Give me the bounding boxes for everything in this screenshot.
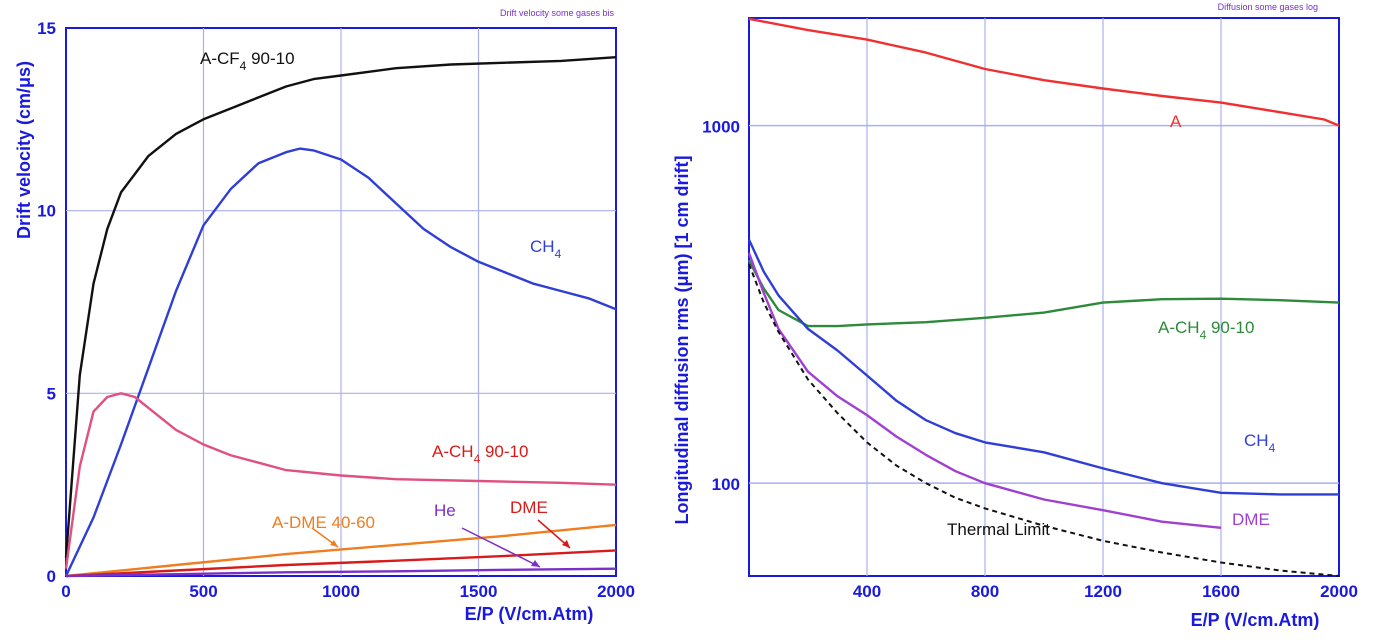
left-series-line-1 — [64, 147, 617, 577]
left-series-line-0 — [64, 56, 617, 558]
right-series-label-main-3: DME — [1232, 510, 1270, 529]
left-x-tick-3: 1500 — [460, 582, 498, 601]
left-series-line-3 — [65, 523, 617, 578]
left-series-label-main-0: A-CF — [200, 49, 240, 68]
left-series-label-tail-0: 90-10 — [246, 49, 294, 68]
left-series-line-5 — [65, 567, 617, 578]
left-y-tick-3: 15 — [37, 19, 56, 38]
left-series-line-2 — [64, 392, 617, 569]
left-x-axis-label: E/P (V/cm.Atm) — [465, 604, 594, 624]
left-y-tick-2: 10 — [37, 202, 56, 221]
right-series-label-main-4: Thermal Limit — [947, 520, 1050, 539]
left-chart-title: Drift velocity some gases bis — [500, 8, 615, 18]
right-x-tick-2: 1200 — [1084, 582, 1122, 601]
right-y-tick-0: 100 — [712, 475, 740, 494]
left-x-tick-0: 0 — [61, 582, 70, 601]
right-series-label-2: CH4 — [1244, 431, 1276, 455]
left-y-axis-label: Drift velocity (cm/μs) — [14, 61, 34, 239]
right-series-label-main-0: A — [1170, 112, 1182, 131]
left-series-label-4: DME — [510, 498, 548, 517]
right-y-tick-1: 1000 — [702, 118, 740, 137]
right-x-tick-4: 2000 — [1320, 582, 1358, 601]
right-series-line-1 — [747, 259, 1340, 328]
right-series-label-sub-1: 4 — [1200, 328, 1207, 342]
left-series-label-main-5: He — [434, 501, 456, 520]
right-x-tick-3: 1600 — [1202, 582, 1240, 601]
arrow-he-head — [531, 560, 540, 567]
right-tick-labels: 400 800 1200 1600 2000 100 1000 — [702, 118, 1358, 601]
right-series-label-main-2: CH — [1244, 431, 1269, 450]
left-series-label-main-1: CH — [530, 237, 555, 256]
left-series-label-3: A-DME 40-60 — [272, 513, 375, 532]
arrow-he — [461, 527, 541, 568]
diffusion-chart: 400 800 1200 1600 2000 100 1000 Diffusion some… — [672, 2, 1358, 630]
left-series-label-sub-2: 4 — [474, 452, 481, 466]
right-series-line-4 — [748, 263, 1340, 577]
left-series-label-main-3: A-DME 40-60 — [272, 513, 375, 532]
right-series-label-main-1: A-CH — [1158, 318, 1200, 337]
left-series-label-tail-2: 90-10 — [480, 442, 528, 461]
left-x-tick-4: 2000 — [597, 582, 635, 601]
left-series-line-4 — [65, 549, 617, 578]
left-y-tick-1: 5 — [47, 384, 56, 403]
arrow-dme-head — [562, 540, 570, 548]
left-series-label-main-2: A-CH — [432, 442, 474, 461]
left-series-label-sub-1: 4 — [555, 247, 562, 261]
left-x-tick-1: 500 — [189, 582, 217, 601]
right-chart-title: Diffusion some gases log — [1218, 2, 1318, 12]
left-series-lines — [64, 56, 617, 578]
right-x-tick-0: 400 — [853, 582, 881, 601]
right-series-label-tail-1: 90-10 — [1206, 318, 1254, 337]
right-series-line-3 — [747, 252, 1222, 529]
left-label-arrows — [311, 519, 571, 568]
right-series-lines — [747, 17, 1340, 577]
left-tick-labels: 0 500 1000 1500 2000 0 5 10 15 — [37, 19, 635, 601]
right-plot-area — [748, 17, 1340, 577]
left-x-tick-2: 1000 — [322, 582, 360, 601]
right-series-label-1: A-CH4 90-10 — [1158, 318, 1254, 342]
drift-velocity-chart: 0 500 1000 1500 2000 0 5 10 15 Drift velocity so… — [14, 8, 635, 624]
right-series-label-4: Thermal Limit — [947, 520, 1050, 539]
right-series-label-0: A — [1170, 112, 1182, 131]
left-y-tick-0: 0 — [47, 567, 56, 586]
right-y-axis-label: Longitudinal diffusion rms (μm) [1 cm dr… — [672, 156, 692, 525]
right-x-tick-1: 800 — [971, 582, 999, 601]
right-series-line-0 — [748, 17, 1340, 127]
left-series-label-2: A-CH4 90-10 — [432, 442, 528, 466]
left-series-label-1: CH4 — [530, 237, 562, 261]
right-series-label-sub-2: 4 — [1269, 441, 1276, 455]
right-series-label-3: DME — [1232, 510, 1270, 529]
right-series-line-2 — [747, 239, 1339, 496]
right-x-axis-label: E/P (V/cm.Atm) — [1191, 610, 1320, 630]
left-series-label-main-4: DME — [510, 498, 548, 517]
left-series-label-sub-0: 4 — [240, 59, 247, 73]
left-series-label-5: He — [434, 501, 456, 520]
arrow-a-dme-head — [330, 540, 338, 547]
left-series-label-0: A-CF4 90-10 — [200, 49, 295, 73]
